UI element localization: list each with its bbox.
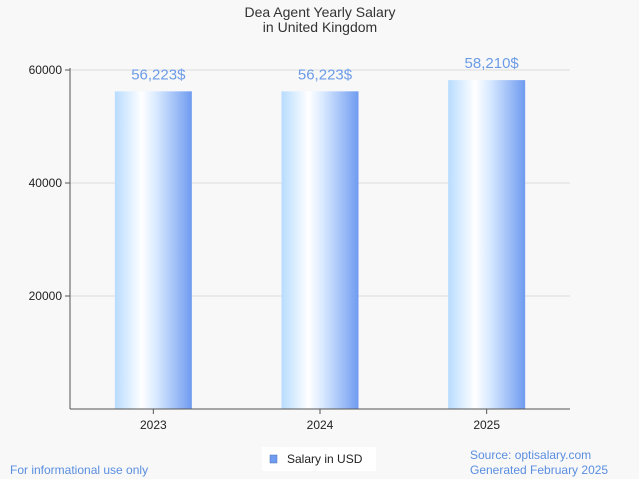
chart-title-line-1: Dea Agent Yearly Salary bbox=[245, 4, 396, 20]
bar-2023[interactable] bbox=[114, 91, 192, 409]
y-tick-label: 20000 bbox=[29, 289, 63, 303]
x-tick-label: 2023 bbox=[140, 418, 167, 432]
y-axis-ticks: 20000 40000 60000 bbox=[29, 63, 70, 303]
bar-2024[interactable] bbox=[281, 91, 359, 409]
legend-box bbox=[262, 447, 376, 471]
bar-2025[interactable] bbox=[448, 80, 526, 410]
data-label: 58,210$ bbox=[465, 55, 520, 72]
y-tick-label: 40000 bbox=[29, 176, 63, 190]
x-axis-ticks: 2023 2024 2025 bbox=[140, 409, 500, 432]
generated-text: Generated February 2025 bbox=[470, 463, 608, 477]
source-text: Source: optisalary.com bbox=[470, 448, 591, 462]
data-labels: 56,223$ 56,223$ 58,210$ bbox=[131, 55, 519, 83]
chart-title-line-2: in United Kingdom bbox=[263, 19, 377, 35]
legend[interactable]: Salary in USD bbox=[262, 447, 376, 471]
bars bbox=[114, 80, 526, 410]
data-label: 56,223$ bbox=[298, 66, 353, 83]
x-tick-label: 2025 bbox=[473, 418, 500, 432]
legend-swatch bbox=[269, 454, 278, 464]
legend-label: Salary in USD bbox=[287, 452, 363, 466]
data-label: 56,223$ bbox=[131, 66, 186, 83]
y-tick-label: 60000 bbox=[29, 63, 63, 77]
x-tick-label: 2024 bbox=[307, 418, 334, 432]
disclaimer-text: For informational use only bbox=[10, 463, 148, 477]
